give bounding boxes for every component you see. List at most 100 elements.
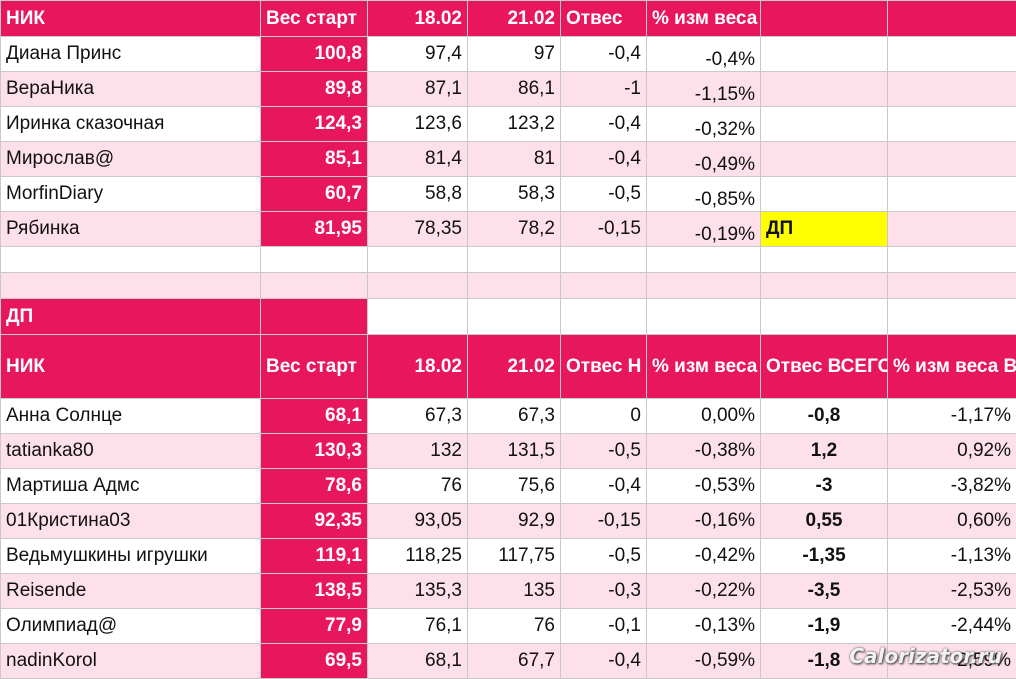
loss-cell[interactable]: -1 <box>561 72 647 107</box>
empty-cell[interactable] <box>261 299 368 335</box>
nick-cell[interactable]: Олимпиад@ <box>1 609 261 644</box>
weight-cell[interactable]: 135,3 <box>368 574 468 609</box>
nick-cell[interactable]: Диана Принс <box>1 37 261 72</box>
header-cell[interactable]: % изм веса Н <box>647 335 761 399</box>
header-cell[interactable]: Отвес ВСЕГО <box>761 335 888 399</box>
pct-cell[interactable]: -0,4% <box>647 37 761 72</box>
nick-cell[interactable]: Reisende <box>1 574 261 609</box>
empty-cell[interactable] <box>261 273 368 299</box>
weight-cell[interactable]: 131,5 <box>468 434 561 469</box>
pct-cell[interactable]: -1,15% <box>647 72 761 107</box>
total-loss-cell[interactable]: 0,55 <box>761 504 888 539</box>
weight-cell[interactable]: 58,8 <box>368 177 468 212</box>
loss-cell[interactable]: -0,1 <box>561 609 647 644</box>
weight-cell[interactable]: 67,3 <box>468 399 561 434</box>
weight-cell[interactable]: 68,1 <box>368 644 468 679</box>
highlight-cell[interactable]: ДП <box>761 212 888 247</box>
weight-cell[interactable]: 67,3 <box>368 399 468 434</box>
section-label[interactable]: ДП <box>1 299 261 335</box>
empty-cell[interactable] <box>761 37 888 72</box>
weight-cell[interactable]: 81,4 <box>368 142 468 177</box>
start-weight-cell[interactable]: 100,8 <box>261 37 368 72</box>
total-pct-cell[interactable]: 0,60% <box>888 504 1016 539</box>
loss-cell[interactable]: -0,5 <box>561 177 647 212</box>
total-loss-cell[interactable]: -0,8 <box>761 399 888 434</box>
empty-cell[interactable] <box>761 107 888 142</box>
start-weight-cell[interactable]: 78,6 <box>261 469 368 504</box>
empty-cell[interactable] <box>468 299 561 335</box>
empty-cell[interactable] <box>888 273 1016 299</box>
weight-cell[interactable]: 123,2 <box>468 107 561 142</box>
weight-cell[interactable]: 132 <box>368 434 468 469</box>
weight-cell[interactable]: 97 <box>468 37 561 72</box>
pct-cell[interactable]: -0,22% <box>647 574 761 609</box>
nick-cell[interactable]: Мартиша Адмс <box>1 469 261 504</box>
header-cell[interactable]: 21.02 <box>468 1 561 37</box>
pct-cell[interactable]: -0,49% <box>647 142 761 177</box>
nick-cell[interactable]: MorfinDiary <box>1 177 261 212</box>
loss-cell[interactable]: 0 <box>561 399 647 434</box>
loss-cell[interactable]: -0,4 <box>561 107 647 142</box>
empty-cell[interactable] <box>761 177 888 212</box>
empty-cell[interactable] <box>1 247 261 273</box>
weight-cell[interactable]: 97,4 <box>368 37 468 72</box>
start-weight-cell[interactable]: 130,3 <box>261 434 368 469</box>
weight-cell[interactable]: 75,6 <box>468 469 561 504</box>
nick-cell[interactable]: Мирослав@ <box>1 142 261 177</box>
loss-cell[interactable]: -0,4 <box>561 142 647 177</box>
weight-cell[interactable]: 78,2 <box>468 212 561 247</box>
empty-cell[interactable] <box>888 177 1016 212</box>
empty-cell[interactable] <box>647 247 761 273</box>
loss-cell[interactable]: -0,15 <box>561 212 647 247</box>
empty-cell[interactable] <box>647 273 761 299</box>
header-cell[interactable]: % изм веса <box>647 1 761 37</box>
nick-cell[interactable]: 01Кристина03 <box>1 504 261 539</box>
empty-cell[interactable] <box>761 72 888 107</box>
empty-cell[interactable] <box>561 299 647 335</box>
empty-cell[interactable] <box>888 72 1016 107</box>
loss-cell[interactable]: -0,3 <box>561 574 647 609</box>
header-cell[interactable]: 18.02 <box>368 1 468 37</box>
empty-cell[interactable] <box>888 107 1016 142</box>
empty-cell[interactable] <box>468 273 561 299</box>
header-cell[interactable]: Отвес Н <box>561 335 647 399</box>
pct-cell[interactable]: -0,53% <box>647 469 761 504</box>
pct-cell[interactable]: -0,19% <box>647 212 761 247</box>
total-loss-cell[interactable]: -1,9 <box>761 609 888 644</box>
header-cell[interactable]: Отвес <box>561 1 647 37</box>
weight-cell[interactable]: 78,35 <box>368 212 468 247</box>
weight-cell[interactable]: 118,25 <box>368 539 468 574</box>
start-weight-cell[interactable]: 60,7 <box>261 177 368 212</box>
nick-cell[interactable]: Анна Солнце <box>1 399 261 434</box>
start-weight-cell[interactable]: 81,95 <box>261 212 368 247</box>
pct-cell[interactable]: -0,42% <box>647 539 761 574</box>
total-pct-cell[interactable]: 0,92% <box>888 434 1016 469</box>
pct-cell[interactable]: -0,38% <box>647 434 761 469</box>
weight-cell[interactable]: 117,75 <box>468 539 561 574</box>
total-loss-cell[interactable]: 1,2 <box>761 434 888 469</box>
empty-cell[interactable] <box>368 247 468 273</box>
empty-cell[interactable] <box>368 299 468 335</box>
total-loss-cell[interactable]: -3,5 <box>761 574 888 609</box>
empty-cell[interactable] <box>888 247 1016 273</box>
start-weight-cell[interactable]: 138,5 <box>261 574 368 609</box>
weight-cell[interactable]: 58,3 <box>468 177 561 212</box>
start-weight-cell[interactable]: 68,1 <box>261 399 368 434</box>
empty-cell[interactable] <box>888 142 1016 177</box>
empty-cell[interactable] <box>1 273 261 299</box>
weight-cell[interactable]: 123,6 <box>368 107 468 142</box>
loss-cell[interactable]: -0,5 <box>561 434 647 469</box>
empty-cell[interactable] <box>761 142 888 177</box>
pct-cell[interactable]: -0,32% <box>647 107 761 142</box>
header-cell[interactable]: 18.02 <box>368 335 468 399</box>
weight-cell[interactable]: 76 <box>368 469 468 504</box>
empty-cell[interactable] <box>368 273 468 299</box>
header-cell[interactable]: Вес старт <box>261 1 368 37</box>
total-pct-cell[interactable]: -1,17% <box>888 399 1016 434</box>
weight-cell[interactable]: 92,9 <box>468 504 561 539</box>
nick-cell[interactable]: Иринка сказочная <box>1 107 261 142</box>
weight-cell[interactable]: 87,1 <box>368 72 468 107</box>
weight-cell[interactable]: 67,7 <box>468 644 561 679</box>
nick-cell[interactable]: Рябинка <box>1 212 261 247</box>
pct-cell[interactable]: -0,85% <box>647 177 761 212</box>
